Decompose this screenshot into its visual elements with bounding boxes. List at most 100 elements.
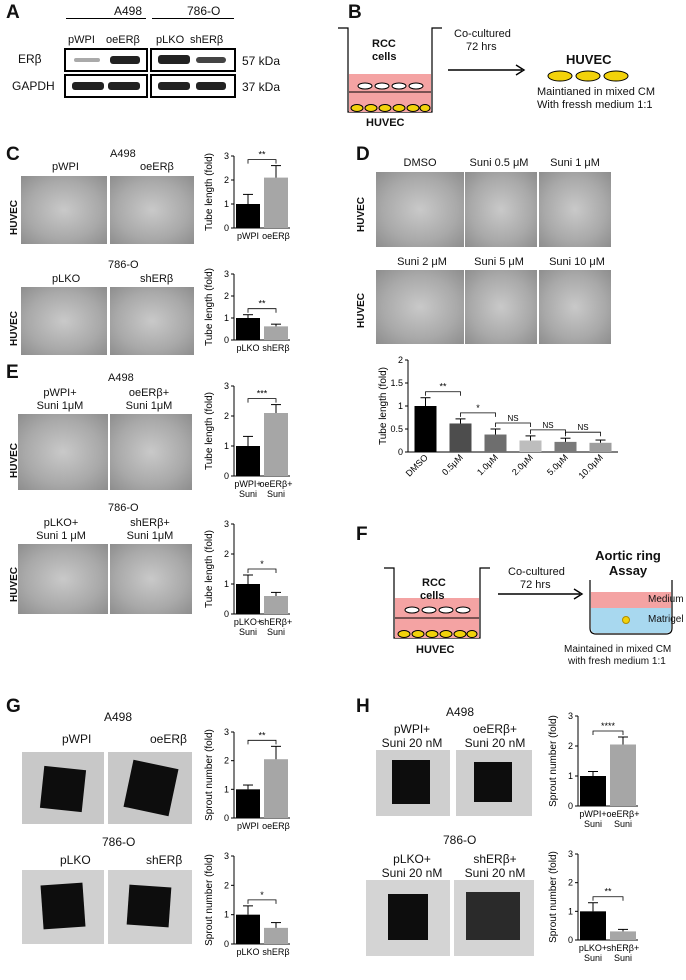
cell-line-title: A498	[446, 705, 475, 719]
huvec-cell	[603, 70, 629, 82]
microscopy-image	[539, 172, 611, 247]
significance-bracket	[592, 730, 624, 735]
significance-label: **	[258, 299, 266, 309]
western-cell-line-786o: 786-O	[187, 4, 221, 18]
huvec-cell	[406, 104, 420, 112]
y-tick-label: 2	[224, 549, 229, 559]
aortic-ring-tissue	[466, 892, 520, 940]
category-label: shERβ	[262, 343, 289, 353]
arrow-label: 72 hrs	[520, 579, 551, 591]
condition-label: pWPI+	[393, 722, 431, 736]
huvec-cell	[364, 104, 378, 112]
y-tick-label: 3	[224, 519, 229, 529]
aortic-ring-tissue	[39, 765, 87, 813]
y-tick-label: 3	[568, 849, 573, 859]
note: with fresh medium 1:1	[568, 656, 666, 667]
protein-label-gapdh: GAPDH	[12, 79, 55, 93]
band	[158, 55, 190, 64]
rcc-label: RCC	[422, 577, 446, 589]
assay-title: Assay	[608, 563, 648, 578]
y-tick-label: 0	[568, 935, 573, 945]
condition-label: pLKO+	[43, 517, 79, 529]
cell-line-title: A498	[110, 148, 136, 160]
condition-label: shERβ	[146, 853, 183, 867]
band	[196, 57, 226, 63]
huvec-side-label: HUVEC	[356, 196, 367, 232]
microscopy-image	[539, 270, 611, 344]
significance-bracket	[247, 568, 277, 573]
category-label: pWPI+	[234, 479, 261, 489]
bar-chart-c-top: 0 1 2 3 Tube length (fold) pWPI oeERβ **	[204, 150, 290, 241]
assay-title: Aortic ring	[595, 548, 661, 563]
y-tick-label: 1	[224, 784, 229, 794]
significance-bracket	[247, 739, 277, 745]
significance-label: ****	[601, 721, 616, 731]
category-label: 10.0μM	[576, 452, 604, 480]
microscopy-image	[110, 287, 194, 355]
category-label: oeERβ+	[607, 809, 640, 819]
aortic-ring	[622, 616, 630, 624]
bar-chart-g-bottom: 0 1 2 3 Sprout number (fold) pLKO shERβ *	[204, 851, 290, 957]
arrow-head	[573, 588, 584, 600]
category-label: shERβ	[262, 947, 289, 957]
category-label: DMSO	[404, 452, 430, 478]
cells-label: cells	[372, 51, 397, 63]
y-axis-label: Tube length (fold)	[204, 268, 215, 346]
huvec-side-label: HUVEC	[9, 310, 20, 346]
bar	[236, 914, 260, 944]
significance-bracket	[247, 899, 277, 904]
category-label: Suni	[267, 627, 285, 637]
y-tick-label: 2	[568, 741, 573, 751]
huvec-cell	[547, 70, 573, 82]
bar	[484, 434, 507, 452]
huvec-cell	[575, 70, 601, 82]
lane-label: shERβ	[190, 34, 224, 46]
condition-label: Suni 0.5 μM	[469, 157, 529, 169]
cell-line-title: 786-O	[102, 835, 136, 849]
protein-label-erb: ERβ	[18, 52, 42, 66]
bar	[264, 927, 288, 944]
significance-bracket	[592, 896, 624, 901]
category-label: 2.0μM	[510, 452, 535, 477]
significance-bracket	[247, 159, 277, 164]
huvec-cell	[411, 630, 425, 638]
category-label: Suni	[239, 489, 257, 499]
y-axis-label: Tube length (fold)	[378, 367, 389, 445]
huvec-label: HUVEC	[366, 117, 405, 129]
y-tick-label: 0	[224, 223, 229, 233]
microscopy-image	[110, 414, 192, 490]
y-tick-label: 1	[398, 401, 403, 411]
panel-label-h: H	[356, 696, 370, 717]
significance-label: *	[260, 890, 264, 900]
matrigel-label: Matrigel	[648, 614, 684, 625]
significance-label: *	[476, 403, 480, 413]
category-label: 5.0μM	[545, 452, 570, 477]
significance-label: **	[258, 730, 266, 740]
rcc-cell	[357, 82, 373, 90]
huvec-cell	[453, 630, 467, 638]
category-label: Suni	[239, 627, 257, 637]
aortic-ring-tissue	[40, 882, 86, 930]
rcc-cell	[455, 606, 471, 614]
microscopy-image	[21, 176, 107, 244]
condition-label: Suni 1μM	[36, 400, 84, 412]
condition-label: Suni 1 μM	[550, 157, 600, 169]
kda-label: 57 kDa	[242, 54, 281, 68]
y-tick-label: 0	[224, 335, 229, 345]
dish-outline	[589, 580, 673, 635]
panel-label-g: G	[6, 696, 21, 717]
y-tick-label: 1	[568, 906, 573, 916]
y-tick-label: 2	[224, 880, 229, 890]
note: With fressh medium 1:1	[537, 99, 653, 111]
condition-label: Suni 20 nM	[464, 866, 526, 880]
kda-label: 37 kDa	[242, 80, 281, 94]
y-tick-label: 3	[224, 381, 229, 391]
bar	[236, 204, 260, 228]
microscopy-image	[465, 270, 537, 344]
significance-label: NS	[542, 421, 553, 430]
microscopy-image	[18, 544, 108, 614]
category-label: Suni	[584, 819, 602, 829]
panel-label-d: D	[356, 144, 370, 165]
bar	[519, 440, 542, 452]
medium-label: Medium	[648, 594, 684, 605]
